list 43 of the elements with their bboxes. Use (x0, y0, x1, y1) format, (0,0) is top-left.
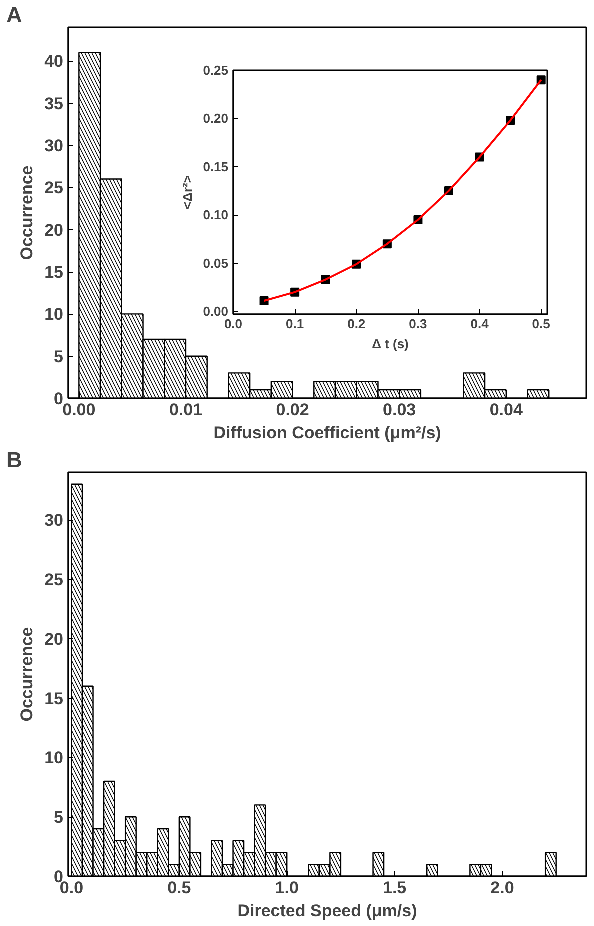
x-tick-label: 1.5 (382, 878, 407, 898)
x-tick-label: 0.2 (348, 316, 366, 332)
y-axis-title: <Δr²> (180, 175, 196, 210)
y-tick-label: 0.05 (203, 256, 229, 271)
y-tick-label: 35 (44, 94, 64, 114)
y-tick-label: 0 (54, 390, 64, 408)
y-axis-title: Occurrence (18, 166, 37, 260)
y-tick-label: 25 (44, 570, 64, 590)
x-axis-title: Diffusion Coefficient (μm²/s) (214, 424, 442, 442)
x-tick-label: 0.03 (383, 400, 416, 420)
x-tick-label: 0.02 (276, 400, 310, 420)
y-tick-label: 15 (44, 689, 64, 708)
y-tick-label: 20 (44, 630, 64, 649)
y-tick-label: 0.25 (203, 63, 229, 78)
y-tick-label: 20 (44, 220, 64, 240)
y-tick-label: 5 (54, 808, 64, 828)
chart-title: B (6, 448, 22, 472)
y-axis-title: Occurrence (18, 627, 37, 722)
x-tick-label: 0.1 (286, 316, 304, 332)
y-tick-label: 0.10 (203, 208, 229, 223)
y-tick-label: 30 (44, 511, 64, 530)
x-tick-label: 0.3 (409, 316, 428, 332)
y-tick-label: 25 (44, 178, 64, 198)
x-tick-label: 0.5 (532, 316, 550, 332)
x-axis-title: Directed Speed (μm/s) (238, 902, 418, 920)
chart-title: A (6, 2, 22, 28)
x-tick-label: 2.0 (490, 878, 514, 898)
x-tick-label: 0.4 (470, 316, 490, 332)
y-tick-label: 0.00 (203, 304, 229, 320)
y-tick-label: 0.20 (203, 111, 229, 126)
x-axis-title: Δ t (s) (372, 336, 409, 352)
y-tick-label: 10 (44, 748, 64, 768)
y-tick-label: 0.15 (203, 159, 229, 174)
y-tick-label: 40 (44, 52, 64, 72)
y-tick-label: 30 (44, 136, 64, 156)
y-tick-label: 15 (44, 263, 64, 282)
x-tick-label: 0.04 (490, 400, 524, 420)
y-tick-label: 10 (44, 305, 64, 324)
x-tick-label: 0.01 (169, 400, 203, 420)
x-tick-label: 0.0 (224, 316, 243, 332)
y-tick-label: 5 (54, 347, 64, 366)
x-tick-label: 0.5 (168, 878, 192, 898)
x-tick-label: 1.0 (275, 878, 299, 898)
